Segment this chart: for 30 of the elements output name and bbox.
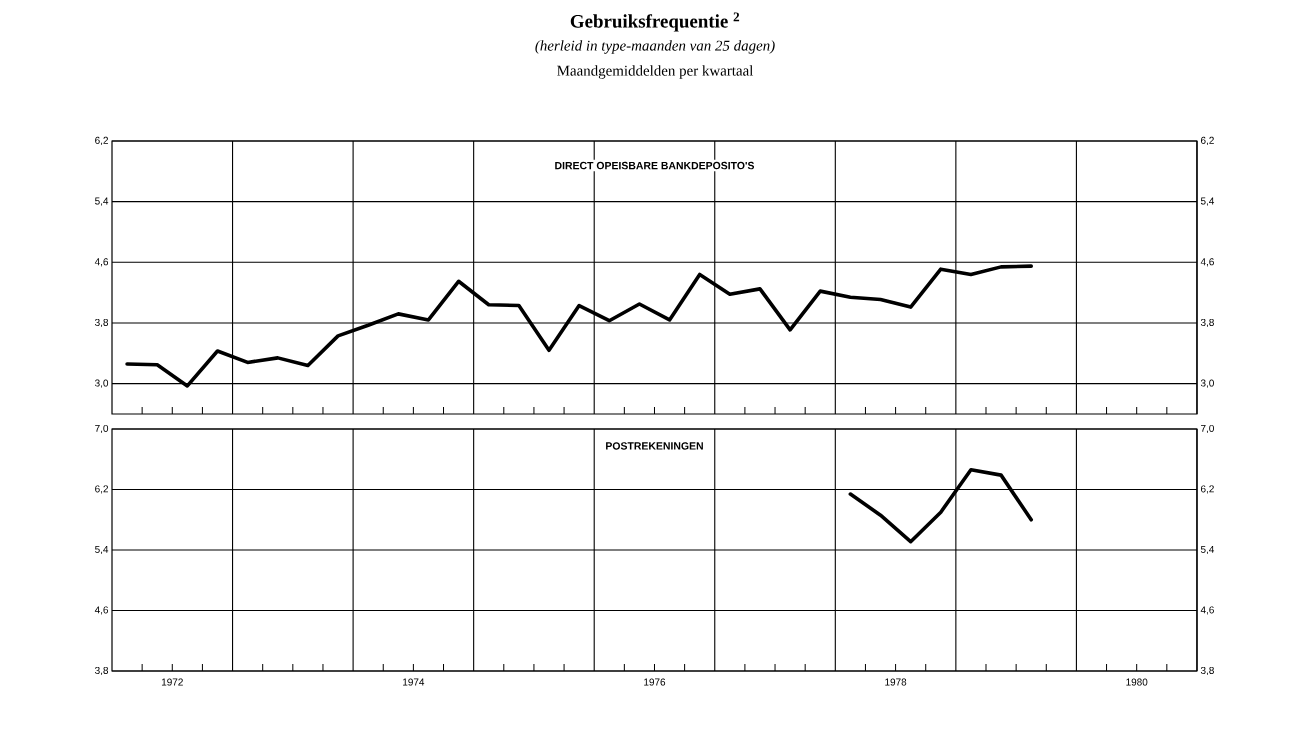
y-tick-label: 4,6 bbox=[94, 258, 109, 267]
y-tick-label: 6,2 bbox=[95, 485, 108, 494]
y2-tick-label: 6,2 bbox=[1201, 485, 1214, 494]
y2-tick-label: 3,0 bbox=[1200, 379, 1214, 388]
y-tick-label: 4,6 bbox=[94, 606, 109, 615]
x-tick-label: 1974 bbox=[403, 678, 425, 686]
y-tick-label: 5,4 bbox=[95, 545, 109, 555]
y-tick-label: 7,0 bbox=[95, 424, 109, 434]
chart-subtitle: (herleid in type-maanden van 25 dagen) bbox=[535, 40, 775, 54]
y-tick-label: 3,8 bbox=[95, 318, 109, 328]
text: DIRECT OPEISBARE BANKDEPOSITO'S bbox=[555, 161, 755, 170]
y2-tick-label: 4,6 bbox=[1200, 606, 1214, 615]
x-tick-label: 1978 bbox=[885, 678, 907, 686]
y-tick-label: 3,0 bbox=[95, 379, 109, 388]
y2-tick-label: 3,8 bbox=[1200, 318, 1214, 328]
y2-tick-label: 5,4 bbox=[1200, 545, 1215, 555]
y2-tick-label: 7,0 bbox=[1201, 424, 1214, 434]
x-tick-label: 1972 bbox=[161, 678, 183, 686]
text: POSTREKENINGEN bbox=[606, 442, 703, 450]
y-tick-label: 5,4 bbox=[95, 197, 109, 206]
x-tick-label: 1976 bbox=[644, 678, 666, 686]
y2-tick-label: 4,6 bbox=[1200, 258, 1214, 267]
y-tick-label: 3,8 bbox=[95, 666, 109, 676]
x-tick-label: 1980 bbox=[1126, 678, 1148, 686]
y2-tick-label: 6,2 bbox=[1201, 136, 1214, 146]
y2-tick-label: 3,8 bbox=[1200, 666, 1214, 676]
chart-title: Gebruiksfrequentie $^{2}$ bbox=[570, 12, 740, 32]
y2-tick-label: 5,4 bbox=[1200, 197, 1215, 206]
y-tick-label: 6,2 bbox=[95, 136, 108, 146]
text: Maandgemiddelden per kwartaal bbox=[557, 65, 754, 79]
